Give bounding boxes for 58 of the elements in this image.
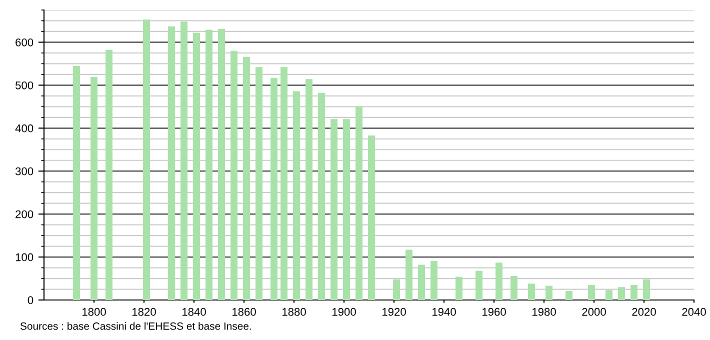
y-tick-label: 500 [15, 81, 34, 90]
bar [280, 67, 288, 300]
bar [218, 28, 225, 300]
bar [630, 284, 638, 300]
y-tick-label: 0 [28, 296, 34, 304]
x-tick-label: 1980 [532, 308, 556, 316]
bar [406, 250, 412, 300]
x-tick-label: 1840 [182, 308, 206, 316]
source-note: Sources : base Cassini de l'EHESS et base Insee. [20, 322, 251, 330]
bar [430, 260, 438, 300]
bar [270, 78, 278, 300]
bar [496, 262, 502, 300]
bar [90, 77, 98, 300]
bar [588, 284, 595, 300]
bar [528, 284, 535, 300]
bar [106, 50, 112, 300]
x-tick-label: 1900 [332, 308, 356, 316]
bar [318, 92, 325, 300]
x-tick-label: 1940 [432, 308, 456, 316]
bar [418, 264, 425, 300]
bar [243, 56, 250, 300]
x-tick-label: 1960 [482, 308, 506, 316]
bar [256, 67, 262, 300]
x-tick-label: 1860 [232, 308, 256, 316]
bar [343, 119, 350, 300]
bar [193, 32, 200, 300]
x-tick-label: 1820 [132, 308, 156, 316]
bar [606, 290, 612, 300]
bar [356, 106, 362, 300]
bar [546, 286, 552, 300]
x-tick-label: 1920 [382, 308, 406, 316]
bar [476, 270, 482, 300]
y-tick-label: 100 [16, 253, 34, 262]
y-tick-label: 400 [15, 124, 34, 132]
bar [393, 279, 400, 300]
x-tick-label: 2020 [632, 308, 656, 316]
bar [206, 30, 212, 300]
bar [643, 279, 650, 300]
bar [180, 22, 188, 300]
x-tick-label: 1880 [282, 308, 306, 316]
y-tick-label: 200 [16, 210, 34, 218]
bar [293, 91, 300, 300]
bar [368, 135, 375, 300]
x-tick-label: 1800 [82, 308, 106, 316]
x-tick-label: 2040 [682, 308, 706, 316]
bar [330, 119, 338, 300]
bar [456, 276, 462, 300]
bar [230, 50, 238, 300]
y-tick-label: 600 [16, 38, 34, 46]
x-tick-label: 2000 [582, 308, 606, 316]
bar [306, 79, 312, 300]
bar [143, 19, 150, 300]
bar [168, 26, 175, 300]
bar [618, 287, 625, 300]
bar [510, 276, 518, 300]
y-tick-label: 300 [15, 167, 34, 176]
bar [566, 290, 572, 300]
bar [73, 66, 80, 300]
